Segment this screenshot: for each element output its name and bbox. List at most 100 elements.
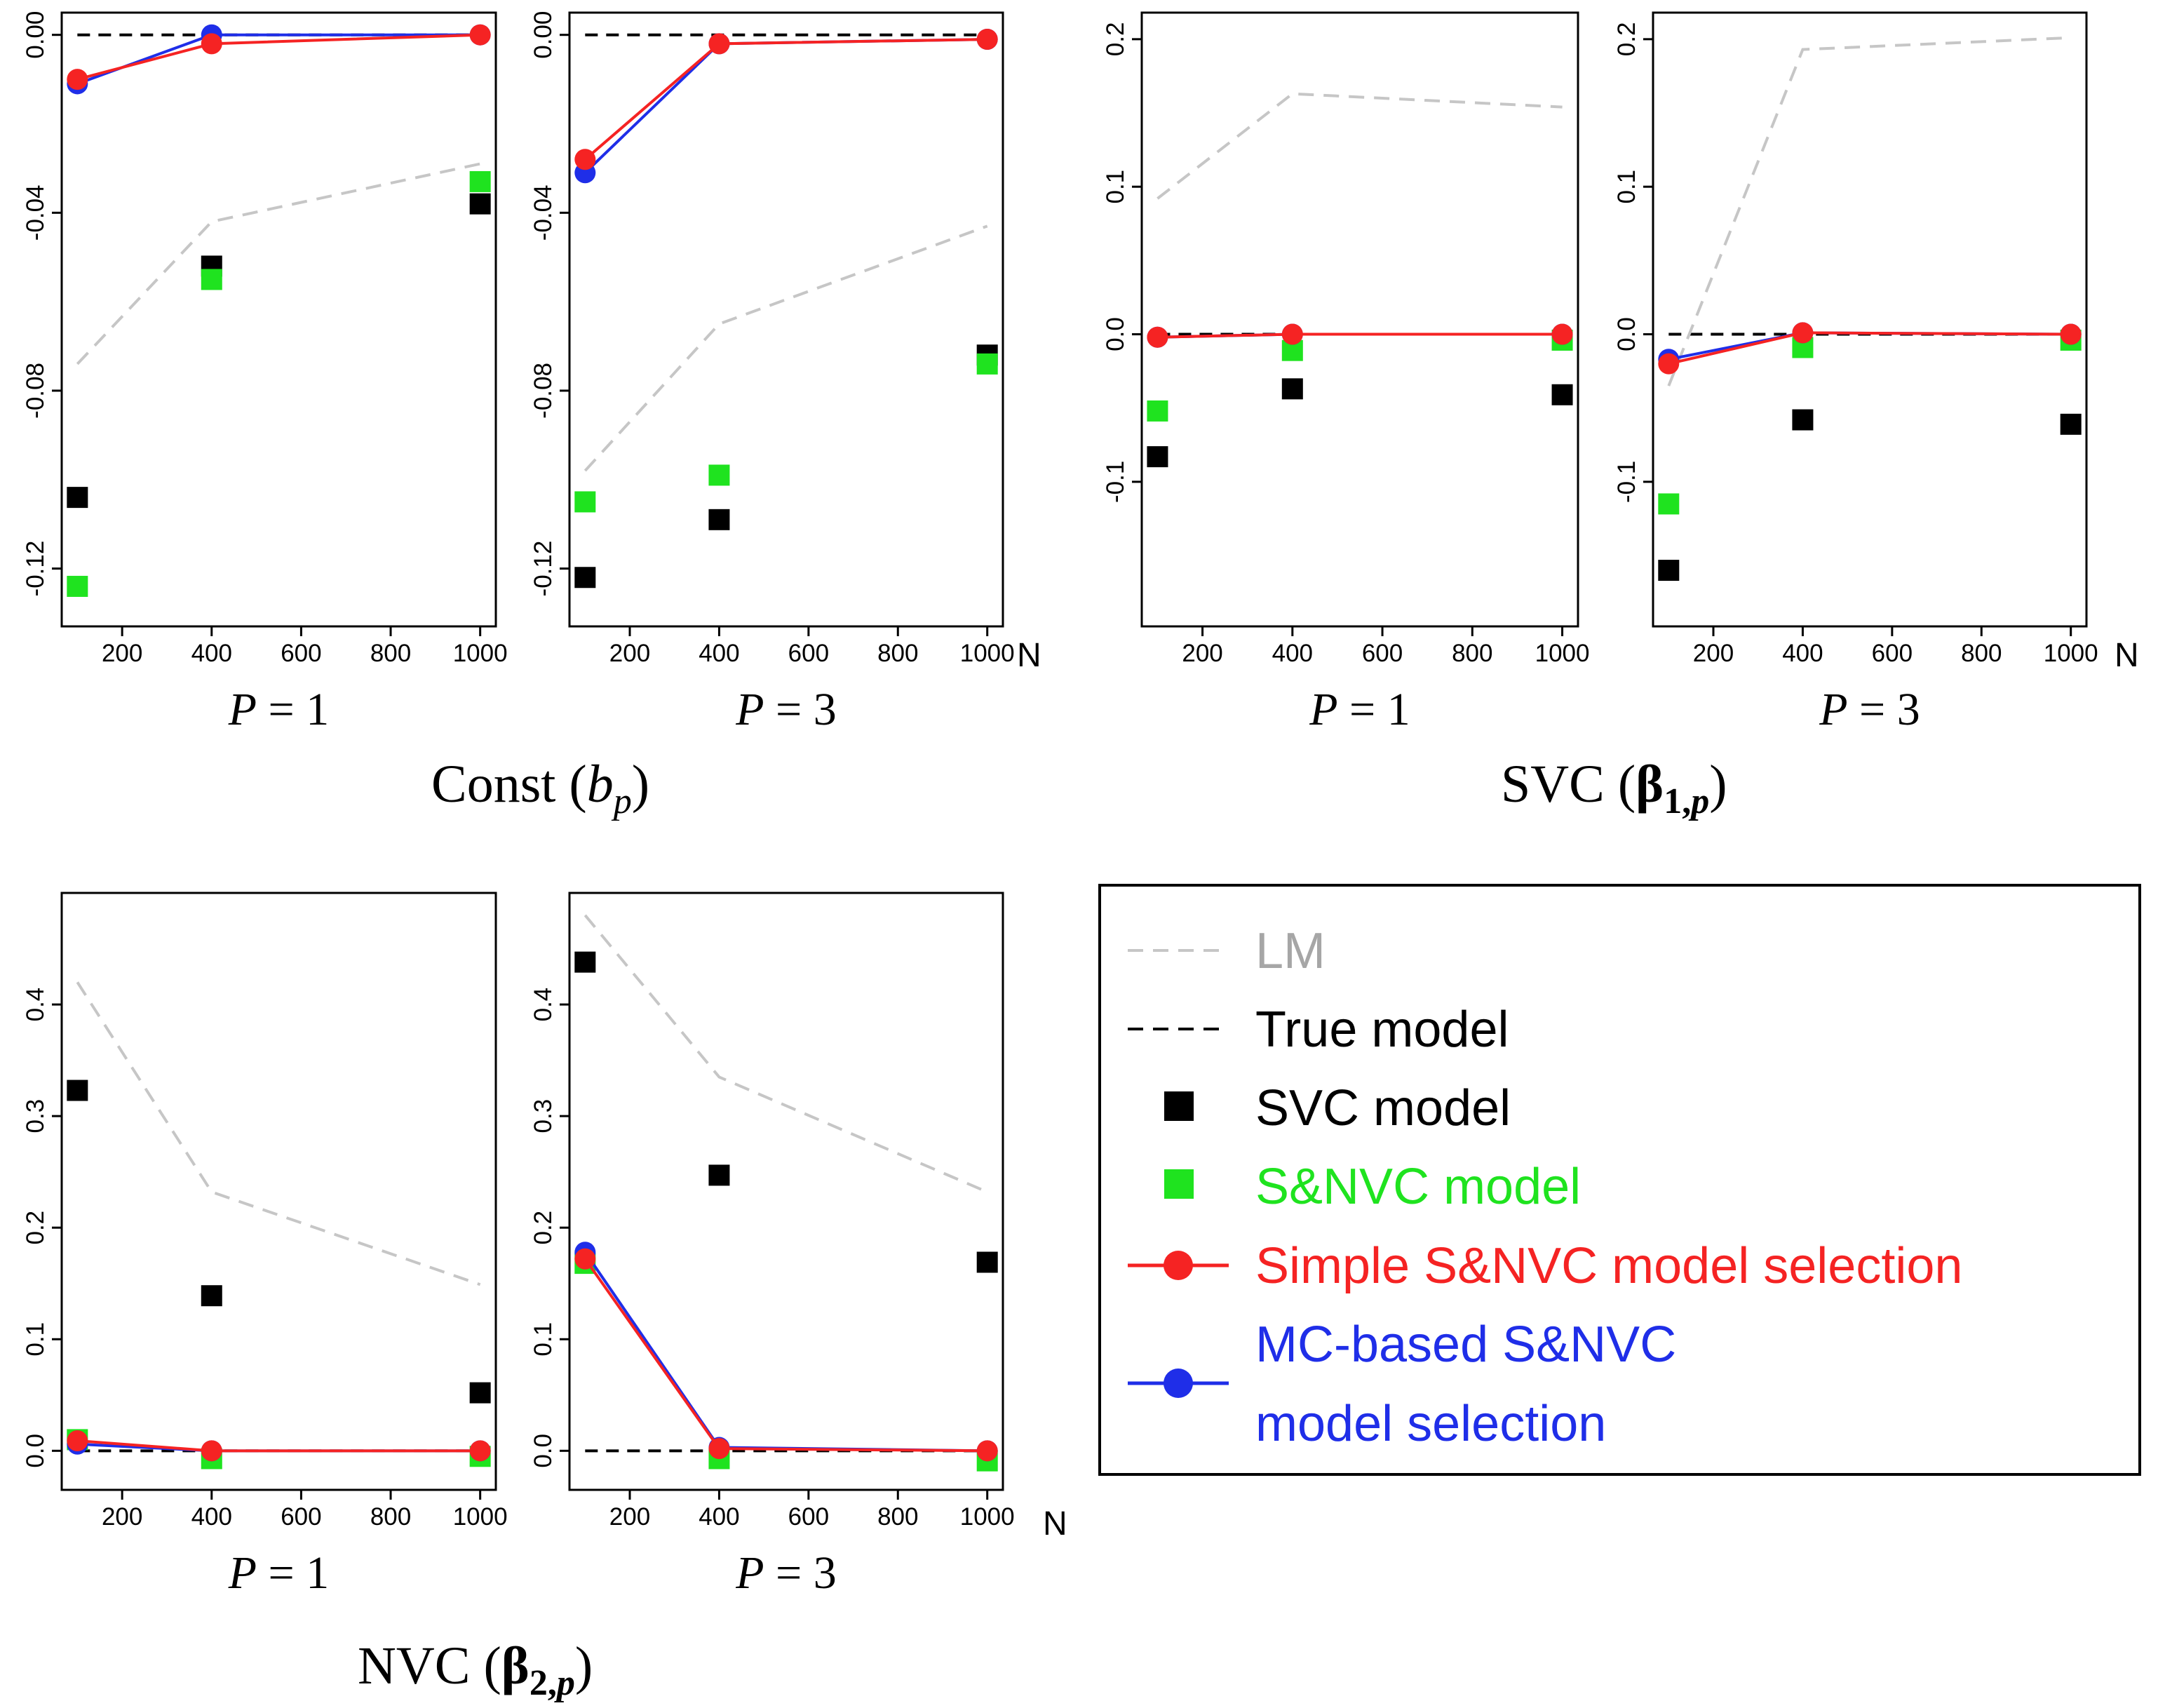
- legend-svc-swatch: [1164, 1091, 1194, 1121]
- y-tick-label: 0.0: [530, 1434, 557, 1468]
- x-tick-label: 400: [191, 640, 232, 667]
- svc-model-point: [67, 1080, 88, 1101]
- y-tick-label: -0.12: [530, 541, 557, 597]
- simple-selection-point: [976, 1440, 998, 1462]
- y-tick-label: 0.1: [530, 1322, 557, 1357]
- panel-const-p3: 200 400 600 800 1000 0.00 -0.04 -0.08 -0.12 P = 3: [530, 11, 1015, 735]
- x-tick-label: 1000: [1535, 640, 1590, 667]
- y-tick-label: -0.12: [22, 541, 49, 597]
- lm-series-line: [584, 224, 988, 472]
- y-tick-label: -0.04: [530, 184, 557, 241]
- mc-selection-line: [1668, 331, 2071, 361]
- simple-selection-point: [201, 33, 222, 55]
- plot-frame: [568, 11, 1004, 628]
- legend-true-label: True model: [1255, 1002, 1509, 1058]
- y-tick-label: 0.1: [1102, 170, 1129, 204]
- svc-model-point: [1792, 409, 1814, 431]
- snvc-model-point: [67, 575, 88, 597]
- simple-selection-point: [1551, 323, 1573, 345]
- simple-selection-line: [76, 33, 480, 81]
- x-tick-label: 400: [1782, 640, 1823, 667]
- y-tick-label: 0.4: [530, 988, 557, 1022]
- simple-selection-point: [1147, 326, 1168, 348]
- legend-snvc-label: S&NVC model: [1255, 1159, 1581, 1215]
- y-tick-label: 0.00: [22, 11, 49, 59]
- x-tick-label: 800: [877, 1503, 918, 1531]
- y-tick-label: 0.0: [1613, 317, 1640, 351]
- y-tick-label: 0.3: [530, 1099, 557, 1134]
- panel-caption: P = 3: [735, 1547, 837, 1599]
- x-tick-label: 400: [191, 1503, 232, 1531]
- simple-selection-point: [574, 149, 596, 170]
- legend-svc-label: SVC model: [1255, 1080, 1511, 1136]
- mc-selection-line: [584, 1251, 987, 1453]
- y-tick-label: -0.08: [530, 363, 557, 419]
- y-tick-label: 0.1: [1613, 170, 1640, 204]
- x-tick-label: 200: [102, 1503, 142, 1531]
- svc-model-point: [574, 951, 596, 973]
- plot-frame: [1652, 11, 2088, 628]
- y-tick-label: -0.1: [1102, 461, 1129, 503]
- x-tick-label: 1000: [960, 640, 1015, 667]
- simple-selection-point: [1792, 322, 1814, 344]
- panel-svc-p1: 200 400 600 800 1000 0.2 0.1 0.0 -0.1 P = 1: [1102, 11, 1590, 735]
- x-tick-label: 400: [699, 640, 739, 667]
- y-tick-label: -0.1: [1613, 461, 1640, 503]
- plot-frame: [60, 892, 497, 1491]
- y-tick-label: 0.2: [1102, 22, 1129, 57]
- n-axis-label-svc: N: [2115, 637, 2139, 674]
- x-tick-label: 1000: [453, 640, 508, 667]
- x-tick-label: 200: [1182, 640, 1222, 667]
- svc-model-point: [2060, 413, 2082, 435]
- y-tick-label: 0.2: [530, 1211, 557, 1245]
- y-tick-label: 0.0: [22, 1434, 49, 1468]
- x-tick-label: 400: [1272, 640, 1313, 667]
- x-tick-label: 600: [1872, 640, 1913, 667]
- legend-simple-label: Simple S&NVC model selection: [1255, 1238, 1962, 1294]
- panel-nvc-p3: 200 400 600 800 1000 0.0 0.1 0.2 0.3 0.4 P = 3: [530, 892, 1015, 1599]
- y-tick-label: 0.0: [1102, 317, 1129, 351]
- snvc-model-point: [574, 491, 596, 513]
- plot-frame: [568, 892, 1004, 1491]
- x-tick-label: 1000: [960, 1503, 1015, 1531]
- snvc-model-point: [1147, 400, 1168, 422]
- x-tick-label: 600: [281, 1503, 321, 1531]
- svc-model-point: [1551, 384, 1573, 405]
- n-axis-label-nvc: N: [1043, 1505, 1067, 1542]
- plot-frame: [1140, 11, 1579, 628]
- lm-series-line: [1667, 36, 2071, 386]
- snvc-model-point: [469, 170, 491, 192]
- group-title-nvc: NVC (β2,p): [358, 1636, 593, 1703]
- y-tick-label: 0.3: [22, 1099, 49, 1134]
- legend-mc-marker: [1164, 1369, 1193, 1398]
- svc-model-point: [574, 567, 596, 589]
- simple-selection-point: [201, 1440, 222, 1462]
- x-tick-label: 800: [370, 640, 411, 667]
- svc-model-point: [201, 1285, 222, 1307]
- simple-selection-point: [708, 1438, 730, 1460]
- x-tick-label: 1000: [2044, 640, 2098, 667]
- lm-series-line: [76, 162, 481, 365]
- svc-model-point: [469, 193, 491, 215]
- simple-selection-point: [708, 33, 730, 55]
- plot-frame: [60, 11, 497, 628]
- x-tick-label: 200: [102, 640, 142, 667]
- x-tick-label: 1000: [453, 1503, 508, 1531]
- svc-model-point: [1147, 446, 1168, 468]
- panel-svc-p3: 200 400 600 800 1000 0.2 0.1 0.0 -0.1 P = 3: [1613, 11, 2098, 735]
- simple-selection-point: [1281, 323, 1303, 345]
- panel-caption: P = 3: [1819, 684, 1920, 735]
- simple-selection-point: [976, 29, 998, 51]
- legend-mc-label-line1: MC-based S&NVC: [1255, 1317, 1676, 1373]
- svc-model-point: [1658, 560, 1680, 581]
- lm-series-line: [1156, 92, 1563, 200]
- simple-selection-line: [1157, 332, 1563, 339]
- group-title-const: Const (bp): [431, 755, 649, 821]
- x-tick-label: 200: [609, 640, 650, 667]
- lm-series-line: [76, 981, 481, 1286]
- x-tick-label: 200: [1693, 640, 1734, 667]
- simple-selection-point: [469, 24, 491, 46]
- panel-caption: P = 1: [228, 1547, 330, 1599]
- x-tick-label: 600: [281, 640, 321, 667]
